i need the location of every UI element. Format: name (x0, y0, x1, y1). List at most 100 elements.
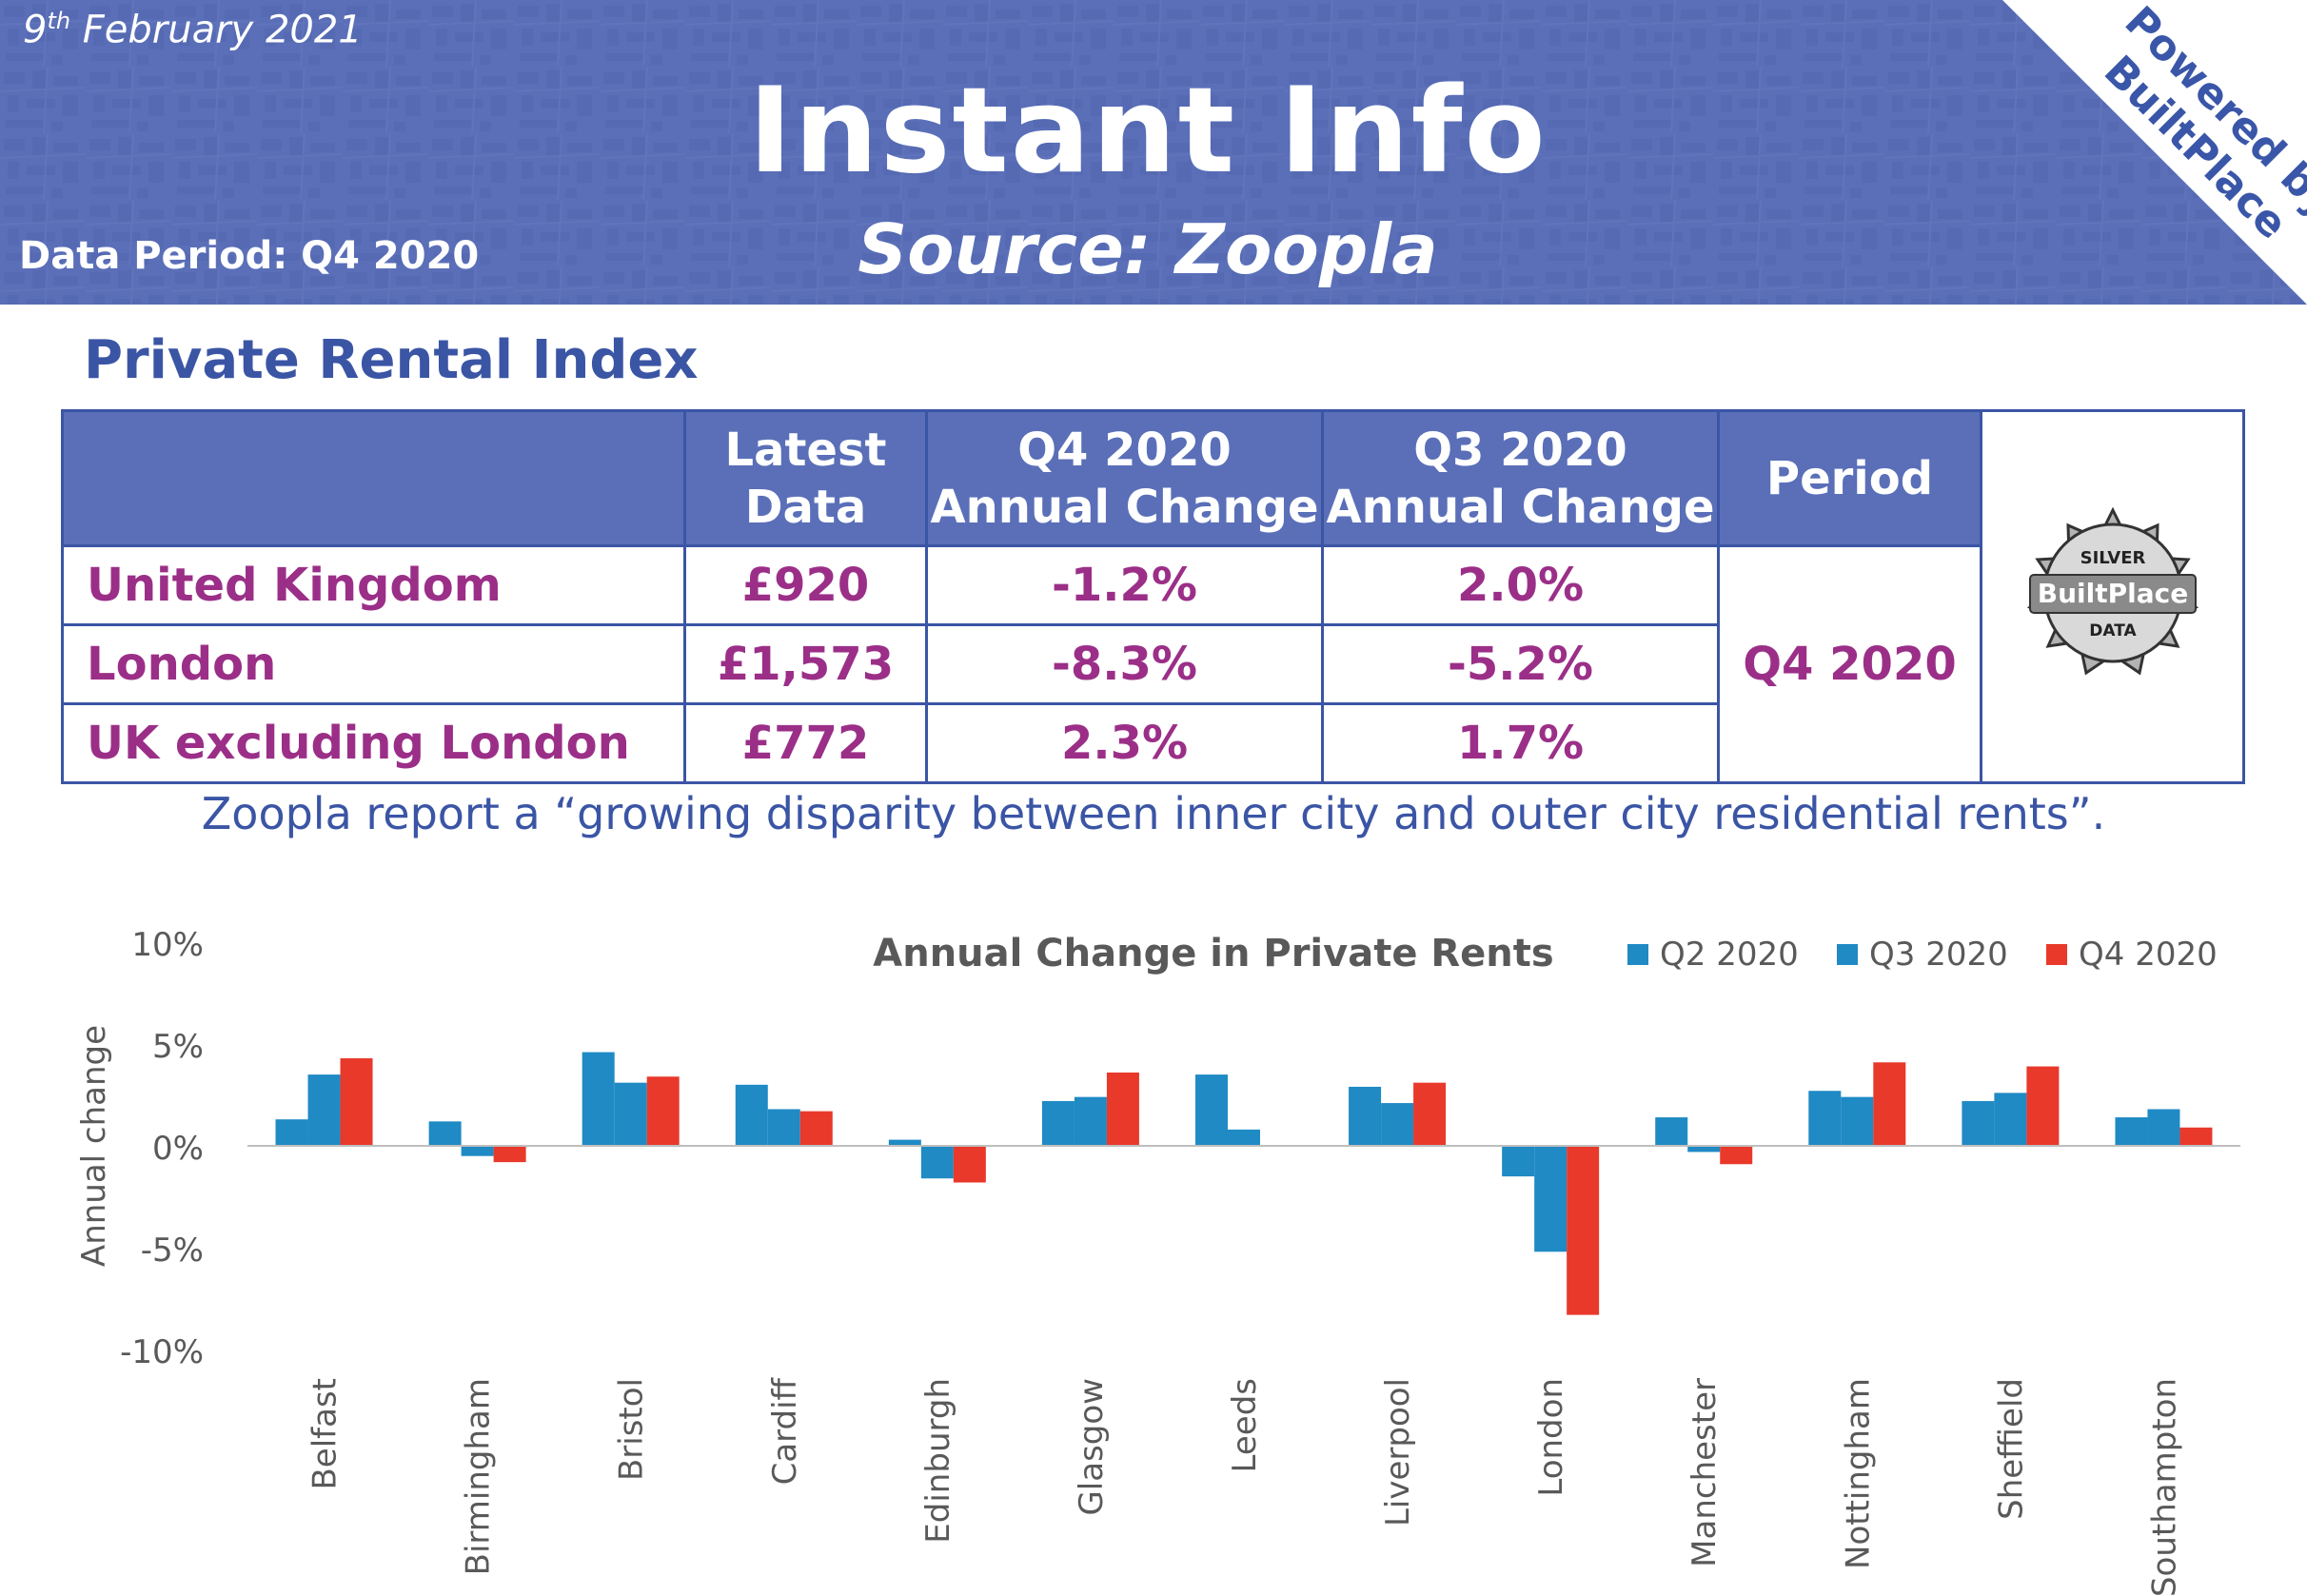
bar-q2-2020 (1808, 1091, 1842, 1146)
badge-middle-text: BuiltPlace (2037, 578, 2187, 609)
report-date: 9th February 2021 (23, 8, 363, 52)
cell-q3-change: 1.7% (1321, 702, 1720, 784)
bar-q3-2020 (307, 1074, 341, 1146)
bar-q2-2020 (2115, 1117, 2148, 1146)
y-tick-label: -10% (120, 1333, 204, 1371)
legend-swatch (1837, 944, 1858, 965)
header-period: Period (1717, 409, 1982, 547)
table-header-row: Latest Data Q4 2020 Annual Change Q3 202… (61, 409, 2245, 784)
x-tick-label: London (1532, 1378, 1570, 1497)
cell-q4-change: -1.2% (925, 544, 1324, 626)
cell-period: Q4 2020 (1717, 544, 1982, 784)
bar-q4-2020 (1567, 1146, 1600, 1315)
badge-top-text: SILVER (2080, 548, 2145, 568)
bar-q3-2020 (1687, 1146, 1721, 1153)
bar-q4-2020 (1720, 1146, 1753, 1165)
bar-q2-2020 (1962, 1100, 1995, 1146)
cell-latest: £772 (683, 702, 928, 784)
row-label: UK excluding London (61, 702, 686, 784)
data-period: Data Period: Q4 2020 (19, 234, 480, 278)
x-tick-label: Belfast (306, 1378, 345, 1490)
zoopla-quote: Zoopla report a “growing disparity betwe… (201, 788, 2106, 839)
cell-q3-change: -5.2% (1321, 623, 1720, 705)
bar-q2-2020 (888, 1139, 921, 1146)
bar-q3-2020 (1228, 1129, 1260, 1146)
rental-index-table: Latest Data Q4 2020 Annual Change Q3 202… (61, 409, 2245, 784)
section-title: Private Rental Index (84, 329, 699, 391)
page-title: Instant Info (748, 63, 1548, 200)
bar-q2-2020 (1502, 1146, 1535, 1177)
x-tick-label: Southampton (2145, 1378, 2183, 1596)
annual-change-chart: 10% 5% 0% -5% -10% Annual change Annual Change… (75, 926, 2240, 1596)
x-tick-label: Edinburgh (919, 1378, 957, 1544)
row-label: London (61, 623, 686, 705)
bar-q4-2020 (646, 1076, 680, 1146)
cell-q4-change: -8.3% (925, 623, 1324, 705)
bar-q2-2020 (1041, 1100, 1075, 1146)
bar-q4-2020 (799, 1111, 833, 1146)
header-banner: 9th February 2021 Instant Info Source: Z… (0, 0, 2307, 305)
table-row-london: London £1,573 -8.3% -5.2% (61, 623, 2244, 705)
x-tick-label: Leeds (1226, 1378, 1264, 1472)
cell-q4-change: 2.3% (925, 702, 1324, 784)
legend-swatch (2046, 944, 2067, 965)
bar-q3-2020 (1994, 1093, 2027, 1146)
bar-q3-2020 (1381, 1103, 1414, 1146)
bar-q4-2020 (1106, 1072, 1139, 1146)
header-q3-change: Q3 2020 Annual Change (1321, 409, 1720, 547)
legend-label: Q2 2020 (1660, 936, 1799, 974)
bar-q4-2020 (493, 1146, 526, 1163)
y-tick-label: -5% (141, 1231, 204, 1270)
bar-q4-2020 (2026, 1066, 2060, 1146)
cell-q3-change: 2.0% (1321, 544, 1720, 626)
x-tick-label: Bristol (613, 1378, 651, 1481)
bar-q3-2020 (767, 1109, 800, 1146)
bar-q3-2020 (461, 1146, 494, 1156)
bar-q2-2020 (582, 1052, 615, 1146)
cell-latest: £920 (683, 544, 928, 626)
x-tick-label: Manchester (1686, 1378, 1724, 1567)
header-q4-change: Q4 2020 Annual Change (925, 409, 1324, 547)
x-tick-label: Birmingham (460, 1378, 498, 1575)
bar-q3-2020 (1534, 1146, 1568, 1252)
x-tick-label: Nottingham (1839, 1378, 1877, 1569)
bar-q4-2020 (953, 1146, 986, 1183)
table-row-uk-ex-london: UK excluding London £772 2.3% 1.7% (61, 702, 2244, 784)
y-tick-label: 0% (152, 1130, 204, 1168)
cell-latest: £1,573 (683, 623, 928, 705)
x-tick-label: Sheffield (1992, 1378, 2030, 1520)
bar-q4-2020 (1413, 1082, 1447, 1146)
bar-q3-2020 (920, 1146, 954, 1179)
banner-background (0, 0, 2307, 305)
bar-q4-2020 (2179, 1127, 2213, 1146)
bar-q2-2020 (275, 1119, 308, 1146)
header-latest-data: Latest Data (683, 409, 928, 547)
badge-cell: SILVER BuiltPlace DATA (1980, 409, 2245, 784)
x-tick-label: Cardiff (766, 1376, 804, 1485)
silver-builtplace-badge: SILVER BuiltPlace DATA (2026, 506, 2199, 676)
x-tick-label: Glasgow (1073, 1378, 1111, 1516)
source-subtitle: Source: Zoopla (858, 209, 1438, 289)
legend-label: Q4 2020 (2079, 936, 2218, 974)
table-row-uk: United Kingdom £920 -1.2% 2.0% Q4 2020 (61, 544, 2244, 784)
y-axis-label: Annual change (75, 1025, 113, 1267)
y-tick-label: 10% (131, 926, 204, 964)
bar-q2-2020 (428, 1121, 462, 1146)
bar-q3-2020 (614, 1082, 647, 1146)
bar-q3-2020 (1074, 1096, 1107, 1146)
y-tick-label: 5% (152, 1028, 204, 1066)
bar-q3-2020 (2147, 1109, 2180, 1146)
chart-title: Annual Change in Private Rents (873, 932, 1553, 975)
legend-swatch (1627, 944, 1648, 965)
bar-q4-2020 (1873, 1062, 1906, 1146)
x-tick-label: Liverpool (1379, 1378, 1417, 1527)
legend-label: Q3 2020 (1869, 936, 2008, 974)
bar-q2-2020 (1349, 1086, 1382, 1146)
badge-bottom-text: DATA (2089, 621, 2137, 640)
bar-q4-2020 (340, 1057, 373, 1146)
bar-q3-2020 (1841, 1096, 1874, 1146)
bar-q2-2020 (735, 1084, 768, 1146)
bar-q2-2020 (1655, 1117, 1688, 1146)
row-label: United Kingdom (61, 544, 686, 626)
header-cell-blank (61, 409, 686, 547)
